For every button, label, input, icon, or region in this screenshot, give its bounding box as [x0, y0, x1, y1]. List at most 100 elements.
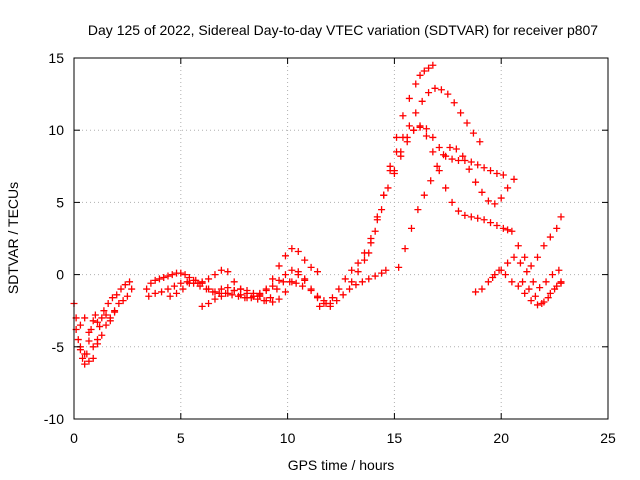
x-tick-labels: 0 5 10 15 20 25 [70, 430, 616, 446]
data-point [205, 275, 213, 283]
data-point [546, 233, 554, 241]
data-point [504, 259, 512, 267]
x-tick-label: 15 [387, 430, 403, 446]
data-point [444, 90, 452, 98]
data-point [147, 279, 155, 287]
data-point [123, 292, 131, 300]
data-point [281, 288, 289, 296]
data-point [104, 299, 112, 307]
data-point [185, 279, 193, 287]
series-arc-rise-d [390, 123, 516, 235]
data-point [504, 226, 512, 234]
data-point [93, 318, 101, 326]
data-point [478, 188, 486, 196]
data-point [557, 278, 565, 286]
y-tick-label: 0 [56, 267, 64, 283]
data-point [454, 207, 462, 215]
data-point [121, 281, 129, 289]
data-point [367, 239, 375, 247]
data-point [420, 67, 428, 75]
data-point [339, 291, 347, 299]
data-point [497, 194, 505, 202]
data-point [378, 269, 386, 277]
data-point [249, 289, 257, 297]
data-point [546, 289, 554, 297]
data-point [365, 275, 373, 283]
data-point [102, 321, 110, 329]
x-tick-label: 20 [493, 430, 509, 446]
data-point [294, 271, 302, 279]
data-point [476, 138, 484, 146]
data-point [85, 357, 93, 365]
data-point [523, 268, 531, 276]
data-point [113, 291, 121, 299]
data-point [405, 94, 413, 102]
data-point [418, 97, 426, 105]
data-point [269, 298, 277, 306]
data-point [316, 302, 324, 310]
data-point [544, 294, 552, 302]
data-point [211, 271, 219, 279]
y-tick-labels: -10 -5 0 5 10 15 [44, 50, 64, 427]
data-point [480, 164, 488, 172]
data-point [495, 266, 503, 274]
x-axis-label: GPS time / hours [288, 457, 395, 473]
data-point [341, 275, 349, 283]
data-point [262, 286, 270, 294]
data-point [314, 268, 322, 276]
data-point [412, 109, 420, 117]
data-point [461, 157, 469, 165]
x-tick-label: 0 [70, 430, 78, 446]
data-point [281, 252, 289, 260]
data-point [281, 271, 289, 279]
data-point [335, 285, 343, 293]
data-point [348, 278, 356, 286]
data-point [414, 206, 422, 214]
x-tick-label: 10 [280, 430, 296, 446]
data-point [243, 294, 251, 302]
data-point [504, 184, 512, 192]
y-tick-label: -5 [52, 339, 65, 355]
data-point [410, 126, 418, 134]
data-point [352, 281, 360, 289]
data-point [527, 297, 535, 305]
data-point [534, 301, 542, 309]
data-point [328, 294, 336, 302]
data-point [275, 276, 283, 284]
data-point [128, 285, 136, 293]
data-point [380, 191, 388, 199]
data-point [407, 224, 415, 232]
data-point [177, 269, 185, 277]
data-point [288, 278, 296, 286]
data-point [89, 343, 97, 351]
data-point [378, 206, 386, 214]
data-point [301, 276, 309, 284]
data-point [108, 294, 116, 302]
data-point [551, 285, 559, 293]
data-point [228, 291, 236, 299]
data-point [89, 354, 97, 362]
data-point [100, 307, 108, 315]
data-point [529, 278, 537, 286]
data-point [395, 263, 403, 271]
data-point [435, 167, 443, 175]
data-point [192, 276, 200, 284]
data-point [425, 64, 433, 72]
data-point [211, 295, 219, 303]
data-point [484, 197, 492, 205]
data-point [538, 299, 546, 307]
data-point [373, 216, 381, 224]
data-point [365, 249, 373, 257]
data-point [89, 317, 97, 325]
data-point [81, 350, 89, 358]
x-tick-label: 5 [177, 430, 185, 446]
data-point [499, 224, 507, 232]
data-point [514, 282, 522, 290]
data-point [288, 266, 296, 274]
data-point [326, 302, 334, 310]
data-point [478, 285, 486, 293]
data-point [307, 263, 315, 271]
data-point [301, 256, 309, 264]
data-point [198, 279, 206, 287]
